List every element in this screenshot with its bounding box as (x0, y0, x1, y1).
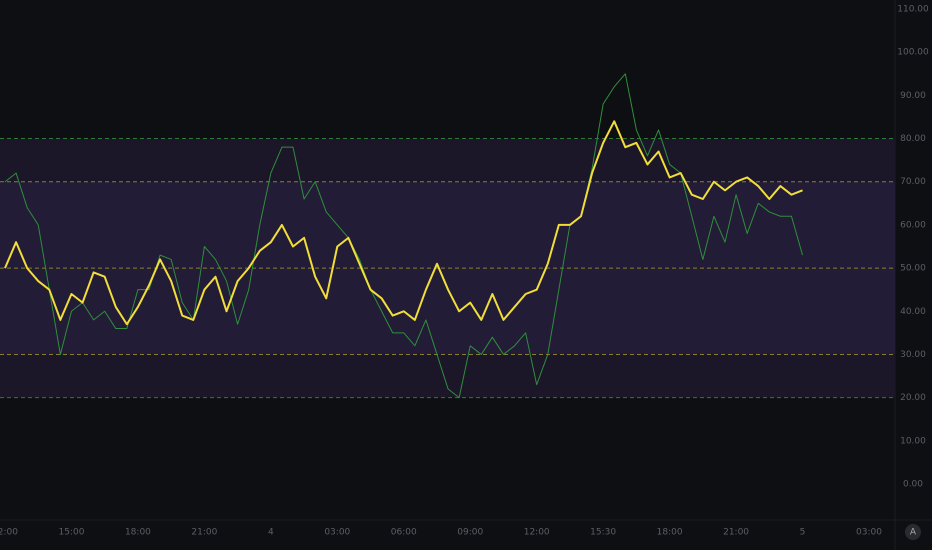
x-tick-label: 15:00 (58, 528, 84, 538)
y-tick-label: 60.00 (900, 220, 926, 230)
x-tick-label: 06:00 (391, 528, 417, 538)
x-tick-label: 12:00 (524, 528, 550, 538)
x-tick-label: 21:00 (191, 528, 217, 538)
x-tick-label: 12:00 (0, 528, 18, 538)
y-tick-label: 40.00 (900, 307, 926, 317)
y-tick-label: 110.00 (897, 5, 929, 15)
y-tick-label: 30.00 (900, 350, 926, 360)
series-line (4, 73, 804, 399)
y-tick-label: 70.00 (900, 177, 926, 187)
y-tick-label: 80.00 (900, 134, 926, 144)
x-tick-label: 15:30 (590, 528, 616, 538)
y-tick-label: 100.00 (897, 48, 929, 58)
y-tick-label: 0.00 (903, 480, 923, 490)
x-tick-label: 18:00 (657, 528, 683, 538)
scale-button[interactable]: A (910, 528, 917, 538)
y-tick-label: 90.00 (900, 91, 926, 101)
scale-button-bg (905, 524, 921, 540)
y-tick-label: 10.00 (900, 436, 926, 446)
y-tick-label: 20.00 (900, 393, 926, 403)
x-tick-label: 21:00 (723, 528, 749, 538)
x-tick-label: 09:00 (457, 528, 483, 538)
x-tick-label: 03:00 (856, 528, 882, 538)
x-tick-label: 4 (268, 528, 274, 538)
y-tick-label: 50.00 (900, 264, 926, 274)
series-line (4, 120, 803, 326)
x-tick-label: 18:00 (125, 528, 151, 538)
x-tick-label: 5 (800, 528, 806, 538)
x-tick-label: 03:00 (324, 528, 350, 538)
